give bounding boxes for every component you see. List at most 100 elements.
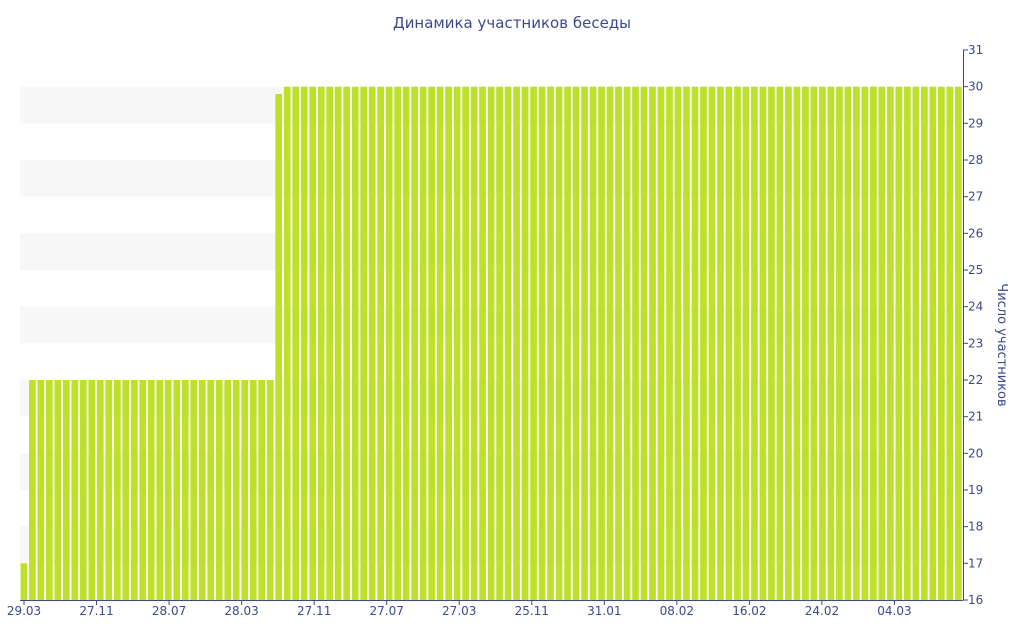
bar	[708, 86, 716, 600]
bar	[538, 86, 546, 600]
bar	[71, 380, 79, 600]
bar	[54, 380, 62, 600]
x-tick-label: 29.03	[7, 604, 41, 618]
bar	[122, 380, 130, 600]
bar	[640, 86, 648, 600]
x-tick-label: 27.07	[370, 604, 404, 618]
bar	[725, 86, 733, 600]
bar	[292, 86, 300, 600]
bar	[827, 86, 835, 600]
bar	[615, 86, 622, 600]
bar	[870, 86, 877, 600]
bar	[513, 86, 520, 600]
bar	[275, 94, 283, 600]
x-tick-label: 31.01	[587, 604, 621, 618]
bar	[249, 380, 257, 600]
x-tick-label: 16.02	[732, 604, 766, 618]
bar	[173, 380, 181, 600]
bar	[810, 86, 818, 600]
y-tick-label: 18	[968, 520, 983, 534]
bar	[572, 86, 580, 600]
bar	[368, 86, 376, 600]
bar	[88, 380, 96, 600]
y-tick-label: 27	[968, 190, 983, 204]
bar	[496, 86, 503, 600]
bar	[657, 86, 665, 600]
x-tick-label: 27.11	[297, 604, 331, 618]
y-tick-label: 23	[968, 336, 983, 350]
bar	[623, 86, 631, 600]
y-tick-label: 24	[968, 300, 983, 314]
bar	[113, 380, 121, 600]
bar	[96, 380, 104, 600]
bar	[20, 563, 28, 600]
bar	[768, 86, 775, 600]
bar	[164, 380, 172, 600]
bar	[207, 380, 215, 600]
bar	[411, 86, 418, 600]
bar	[62, 380, 70, 600]
bar	[606, 86, 614, 600]
bar	[419, 86, 427, 600]
bar	[759, 86, 767, 600]
bar	[521, 86, 529, 600]
bar	[895, 86, 903, 600]
bar	[232, 380, 240, 600]
bar	[198, 380, 206, 600]
bar	[105, 380, 113, 600]
bar	[555, 86, 563, 600]
bar	[666, 86, 673, 600]
bar	[751, 86, 758, 600]
y-tick-label: 21	[968, 410, 983, 424]
y-tick-label: 22	[968, 373, 983, 387]
y-tick-label: 30	[968, 80, 983, 94]
bar	[649, 86, 656, 600]
bar	[504, 86, 512, 600]
bar	[283, 86, 291, 600]
y-tick-label: 28	[968, 153, 983, 167]
y-tick-label: 19	[968, 483, 983, 497]
bar	[215, 380, 223, 600]
bar	[300, 86, 308, 600]
x-tick-label: 04.03	[877, 604, 911, 618]
bar	[266, 380, 274, 600]
bar	[462, 86, 469, 600]
bar	[793, 86, 801, 600]
bar	[581, 86, 588, 600]
bar	[912, 86, 920, 600]
bar	[190, 380, 198, 600]
bar	[343, 86, 351, 600]
bar	[819, 86, 826, 600]
bar	[683, 86, 690, 600]
bar	[428, 86, 435, 600]
bar	[938, 86, 945, 600]
y-axis-title: Число участников	[994, 283, 1009, 406]
y-tick-label: 26	[968, 226, 983, 240]
bar	[436, 86, 444, 600]
bar	[479, 86, 486, 600]
bar	[28, 380, 36, 600]
bar	[309, 86, 317, 600]
bar	[530, 86, 537, 600]
bar	[878, 86, 886, 600]
x-tick-label: 25.11	[515, 604, 549, 618]
y-tick-label: 31	[968, 43, 983, 57]
bar	[632, 86, 639, 600]
bar	[921, 86, 928, 600]
bar	[674, 86, 682, 600]
bar	[334, 86, 342, 600]
chart-title: Динамика участников беседы	[392, 14, 632, 32]
bar	[45, 380, 53, 600]
bar	[139, 380, 147, 600]
bar	[130, 380, 138, 600]
y-tick-label: 29	[968, 116, 983, 130]
x-tick-label: 24.02	[805, 604, 839, 618]
bar	[691, 86, 699, 600]
x-tick-label: 28.07	[152, 604, 186, 618]
bar	[904, 86, 911, 600]
x-tick-label: 27.11	[79, 604, 113, 618]
bar	[836, 86, 843, 600]
bar	[717, 86, 724, 600]
bar	[955, 86, 962, 600]
